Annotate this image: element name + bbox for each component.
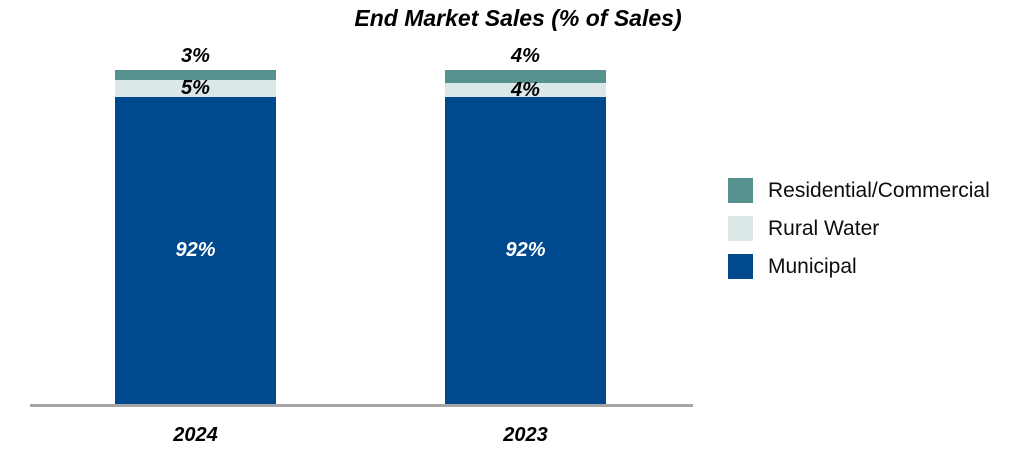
segment-rural-water-2024: 5%	[115, 77, 276, 100]
legend-item-residential-commercial: Residential/Commercial	[728, 178, 990, 203]
chart-title: End Market Sales (% of Sales)	[354, 5, 682, 31]
segment-municipal-2024: 92%	[115, 96, 276, 404]
legend-label-residential-commercial: Residential/Commercial	[768, 178, 990, 202]
legend-swatch-residential-commercial	[728, 178, 753, 203]
label-residential-commercial-2024: 3%	[181, 45, 210, 68]
segment-rural-water-2023: 4%	[445, 80, 606, 100]
legend-item-rural-water: Rural Water	[728, 216, 990, 241]
segment-residential-commercial-2024	[115, 70, 276, 81]
bar-2024: 3% 5% 92%	[115, 45, 276, 404]
legend-swatch-rural-water	[728, 216, 753, 241]
segment-municipal-2023: 92%	[445, 96, 606, 404]
label-municipal-2023: 92%	[505, 239, 546, 262]
label-residential-commercial-2023: 4%	[511, 45, 540, 68]
legend-item-municipal: Municipal	[728, 254, 990, 279]
legend: Residential/Commercial Rural Water Municip…	[728, 178, 990, 292]
x-axis-label-2023: 2023	[503, 424, 548, 446]
segment-residential-commercial-2023	[445, 70, 606, 84]
bar-2023: 4% 4% 92%	[445, 45, 606, 404]
label-municipal-2024: 92%	[175, 239, 216, 262]
legend-label-rural-water: Rural Water	[768, 216, 880, 240]
x-axis-label-2024: 2024	[173, 424, 218, 446]
label-rural-water-2024: 5%	[181, 77, 210, 100]
label-rural-water-2023: 4%	[511, 79, 540, 102]
legend-label-municipal: Municipal	[768, 254, 857, 278]
legend-swatch-municipal	[728, 254, 753, 279]
x-axis-line	[30, 404, 693, 407]
